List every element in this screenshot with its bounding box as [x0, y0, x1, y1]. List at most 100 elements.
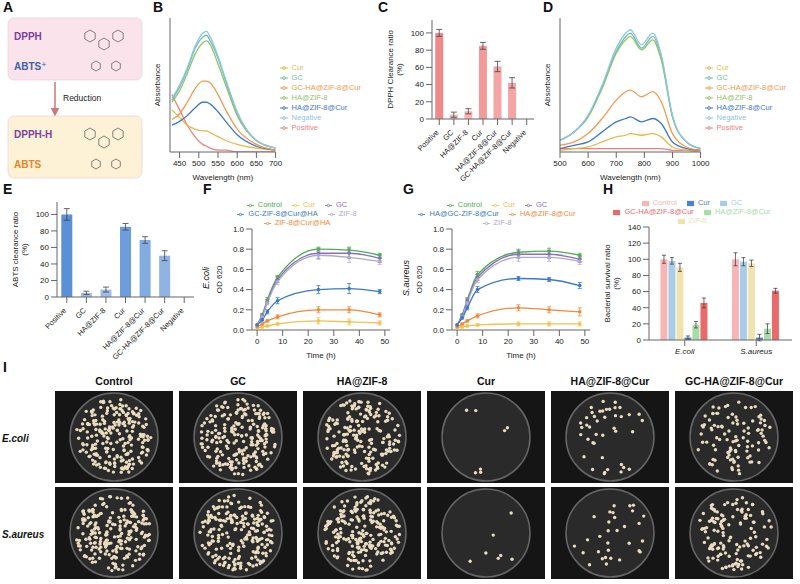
- svg-text:1.0: 1.0: [233, 225, 245, 234]
- svg-text:Time (h): Time (h): [306, 351, 336, 360]
- svg-text:140: 140: [628, 223, 642, 232]
- svg-text:ABTS: ABTS: [14, 159, 42, 170]
- svg-text:0.8: 0.8: [433, 245, 445, 254]
- svg-text:0.8: 0.8: [233, 245, 245, 254]
- svg-text:450: 450: [173, 159, 187, 168]
- svg-text:GC: GC: [441, 128, 456, 143]
- svg-text:1.0: 1.0: [433, 225, 445, 234]
- svg-text:HA@ZIF-8: HA@ZIF-8: [337, 375, 388, 387]
- svg-text:S.aureus: S.aureus: [740, 347, 772, 356]
- svg-text:GC: GC: [230, 375, 246, 387]
- svg-text:ABTS clearance ratio(%): ABTS clearance ratio(%): [11, 211, 29, 287]
- svg-text:20: 20: [304, 337, 313, 346]
- svg-text:ABTS⁺: ABTS⁺: [14, 61, 47, 72]
- svg-text:40: 40: [632, 304, 641, 313]
- svg-text:0.2: 0.2: [433, 306, 445, 315]
- svg-text:0.6: 0.6: [233, 265, 245, 274]
- svg-text:GC-HA@ZIF-8@Cur: GC-HA@ZIF-8@Cur: [458, 128, 514, 184]
- svg-text:Cur: Cur: [469, 128, 485, 143]
- svg-text:40: 40: [555, 337, 564, 346]
- svg-text:20: 20: [632, 320, 641, 329]
- svg-text:600: 600: [581, 159, 595, 168]
- svg-text:30: 30: [529, 337, 538, 346]
- svg-text:E.coli: E.coli: [2, 433, 29, 444]
- svg-text:20: 20: [40, 276, 49, 285]
- svg-text:Negative: Negative: [158, 306, 185, 333]
- svg-text:Cur: Cur: [112, 306, 127, 321]
- svg-text:20: 20: [504, 337, 513, 346]
- svg-text:0: 0: [45, 293, 50, 302]
- svg-text:HA@ZIF-8: HA@ZIF-8: [438, 128, 470, 160]
- svg-text:S.aureus: S.aureus: [2, 529, 45, 540]
- svg-text:100: 100: [411, 29, 425, 38]
- svg-text:HA@ZIF-8: HA@ZIF-8: [76, 306, 108, 338]
- svg-text:100: 100: [628, 255, 642, 264]
- svg-text:500: 500: [553, 159, 567, 168]
- svg-text:100: 100: [36, 210, 50, 219]
- svg-text:Positive: Positive: [43, 306, 68, 331]
- svg-text:Absorbance: Absorbance: [543, 63, 552, 106]
- svg-text:DPPH-H: DPPH-H: [14, 129, 52, 140]
- svg-text:0.0: 0.0: [433, 326, 445, 335]
- svg-text:HA@ZIF-8@Cur: HA@ZIF-8@Cur: [453, 128, 499, 174]
- svg-text:0.4: 0.4: [233, 285, 245, 294]
- svg-text:550: 550: [211, 159, 225, 168]
- svg-text:0: 0: [455, 337, 460, 346]
- svg-text:800: 800: [638, 159, 652, 168]
- svg-text:20: 20: [415, 98, 424, 107]
- svg-text:60: 60: [415, 63, 424, 72]
- html-text:A: A: [3, 0, 14, 15]
- svg-text:120: 120: [628, 239, 642, 248]
- svg-text:Cur: Cur: [477, 375, 495, 387]
- html-text:C: C: [378, 0, 389, 15]
- svg-text:80: 80: [40, 227, 49, 236]
- svg-text:40: 40: [415, 80, 424, 89]
- svg-text:0: 0: [420, 115, 425, 124]
- svg-text:DPPH: DPPH: [14, 31, 42, 42]
- svg-text:Time (h): Time (h): [506, 351, 536, 360]
- svg-text:Positive: Positive: [416, 128, 441, 153]
- svg-text:50: 50: [380, 337, 389, 346]
- svg-text:Bacterial survival ratio(%): Bacterial survival ratio(%): [603, 244, 621, 323]
- svg-text:Absorbance: Absorbance: [153, 63, 162, 106]
- svg-text:OD 620: OD 620: [415, 265, 424, 293]
- svg-text:0: 0: [255, 337, 260, 346]
- svg-text:GC: GC: [73, 306, 88, 321]
- svg-text:DPPH Clearance ratio(%): DPPH Clearance ratio(%): [386, 30, 404, 109]
- svg-text:600: 600: [231, 159, 245, 168]
- svg-text:700: 700: [610, 159, 624, 168]
- svg-text:0.4: 0.4: [433, 285, 445, 294]
- svg-text:GC-HA@ZIF-8@Cur: GC-HA@ZIF-8@Cur: [685, 375, 783, 387]
- svg-text:S.aureus: S.aureus: [401, 259, 411, 296]
- svg-text:500: 500: [192, 159, 206, 168]
- svg-text:OD 620: OD 620: [215, 265, 224, 293]
- svg-text:HA@ZIF-8@Cur: HA@ZIF-8@Cur: [571, 375, 650, 387]
- svg-text:30: 30: [329, 337, 338, 346]
- svg-text:10: 10: [478, 337, 487, 346]
- svg-text:50: 50: [580, 337, 589, 346]
- svg-text:Negative: Negative: [501, 128, 528, 155]
- svg-text:650: 650: [250, 159, 264, 168]
- svg-text:Control: Control: [95, 375, 132, 387]
- svg-text:0.6: 0.6: [433, 265, 445, 274]
- svg-text:Wavelength (nm): Wavelength (nm): [600, 173, 661, 182]
- svg-text:60: 60: [632, 287, 641, 296]
- svg-text:60: 60: [40, 243, 49, 252]
- svg-text:Reduction: Reduction: [63, 93, 102, 103]
- svg-text:80: 80: [415, 46, 424, 55]
- svg-text:GC-HA@ZIF-8@Cur: GC-HA@ZIF-8@Cur: [111, 306, 167, 360]
- svg-text:10: 10: [278, 337, 287, 346]
- svg-text:0.0: 0.0: [233, 326, 245, 335]
- svg-text:40: 40: [355, 337, 364, 346]
- svg-text:Wavelength (nm): Wavelength (nm): [192, 173, 253, 182]
- svg-text:40: 40: [40, 260, 49, 269]
- html-text:B: B: [153, 0, 164, 15]
- svg-text:1000: 1000: [692, 159, 710, 168]
- svg-text:80: 80: [632, 271, 641, 280]
- svg-text:E.coli: E.coli: [201, 266, 211, 289]
- svg-text:700: 700: [269, 159, 283, 168]
- svg-text:0: 0: [637, 336, 642, 345]
- svg-text:900: 900: [666, 159, 680, 168]
- svg-text:0.2: 0.2: [233, 306, 245, 315]
- svg-text:E.coli: E.coli: [675, 347, 695, 356]
